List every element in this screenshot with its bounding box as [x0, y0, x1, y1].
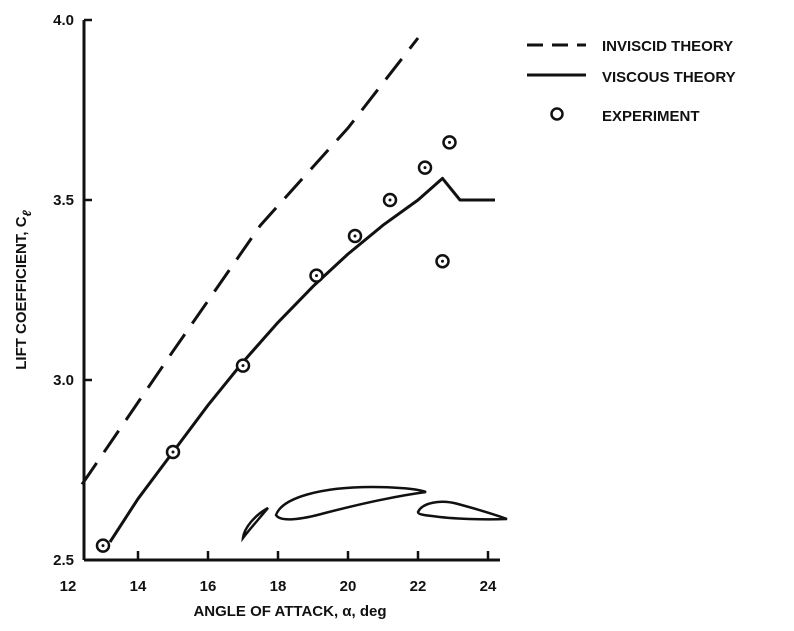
experiment-point	[442, 135, 457, 150]
y-tick-label: 2.5	[53, 552, 74, 569]
legend-label-experiment: EXPERIMENT	[602, 108, 700, 125]
experiment-point	[435, 253, 450, 269]
legend-label-viscous: VISCOUS THEORY	[602, 69, 736, 86]
x-tick-label: 22	[410, 578, 427, 595]
series-layer	[80, 37, 495, 553]
experiment-marker-center	[448, 140, 451, 144]
y-axis-title-group: LIFT COEFFICIENT, Cℓ	[13, 209, 34, 369]
y-axis-title: LIFT COEFFICIENT, C	[13, 216, 30, 369]
experiment-marker-center	[353, 234, 357, 238]
experiment-marker-center	[241, 364, 245, 368]
flap-shape	[416, 500, 508, 521]
experiment-point	[165, 444, 181, 460]
experiment-point	[95, 538, 111, 553]
x-tick-label: 14	[130, 578, 147, 595]
viscous-theory-line	[108, 176, 495, 543]
x-tick-label: 16	[200, 578, 217, 595]
experiment-point	[417, 160, 433, 175]
legend-marker-icon	[550, 107, 564, 121]
legend-entry-experiment: EXPERIMENT	[550, 107, 700, 125]
axes	[82, 20, 500, 562]
x-tick-label: 24	[480, 578, 497, 595]
experiment-marker-center	[441, 259, 444, 263]
x-ticks: 12 14 16 18 20 22 24	[60, 551, 497, 595]
experiment-marker-center	[388, 198, 392, 202]
y-axis-title-subscript: ℓ	[20, 209, 34, 216]
legend-label-inviscid: INVISCID THEORY	[602, 38, 733, 55]
legend-entry-inviscid: INVISCID THEORY	[527, 38, 733, 55]
experiment-marker-center	[101, 544, 105, 548]
experiment-point	[309, 268, 324, 283]
y-tick-label: 3.0	[53, 372, 74, 389]
main-element-shape	[274, 485, 427, 521]
legend: INVISCID THEORY VISCOUS THEORY EXPERIMEN…	[527, 38, 736, 125]
x-tick-label: 18	[270, 578, 287, 595]
experiment-marker-center	[171, 450, 175, 454]
airfoil-sketch	[241, 485, 508, 543]
experiment-point	[347, 228, 363, 244]
experiment-marker-center	[315, 274, 318, 278]
y-tick-label: 3.5	[53, 192, 74, 209]
experiment-point	[235, 358, 251, 373]
x-tick-label: 20	[340, 578, 357, 595]
experiment-marker-center	[423, 166, 427, 170]
y-ticks: 2.5 3.0 3.5 4.0	[53, 12, 92, 569]
x-axis-title: ANGLE OF ATTACK, α, deg	[193, 603, 386, 620]
experiment-point	[382, 192, 398, 208]
x-tick-label: 12	[60, 578, 77, 595]
y-tick-label: 4.0	[53, 12, 74, 29]
legend-entry-viscous: VISCOUS THEORY	[527, 69, 736, 86]
leading-slat-shape	[241, 506, 269, 543]
inviscid-theory-line	[80, 37, 420, 486]
svg-text:LIFT COEFFICIENT, Cℓ: LIFT COEFFICIENT, Cℓ	[13, 209, 34, 369]
